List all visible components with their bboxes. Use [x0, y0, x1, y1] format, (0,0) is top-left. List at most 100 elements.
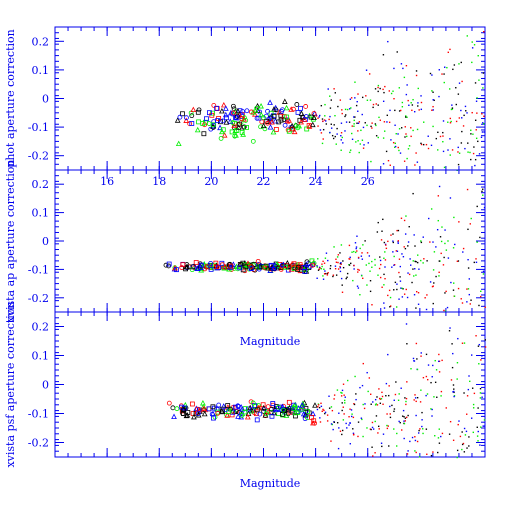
data-point — [349, 422, 351, 424]
data-point — [366, 427, 368, 429]
data-point — [460, 61, 462, 64]
data-point — [480, 295, 482, 298]
data-point — [421, 419, 423, 421]
data-point — [427, 378, 429, 381]
data-point — [479, 236, 481, 239]
data-point — [421, 411, 423, 414]
data-point — [410, 264, 412, 266]
data-point — [244, 125, 249, 130]
data-point — [362, 244, 364, 246]
data-point — [448, 433, 451, 435]
data-point — [450, 379, 453, 381]
data-point — [482, 273, 485, 275]
data-point — [477, 440, 479, 442]
data-point — [403, 293, 406, 295]
data-point — [350, 409, 353, 411]
data-point — [375, 415, 378, 417]
data-point — [442, 120, 445, 122]
data-point — [348, 121, 351, 123]
data-point — [416, 368, 419, 371]
data-point — [306, 123, 313, 129]
data-point — [352, 416, 355, 419]
y-tick-label: -0.1 — [28, 408, 49, 421]
data-point — [190, 264, 196, 270]
data-point — [463, 114, 465, 117]
data-point — [337, 261, 339, 264]
data-point — [343, 394, 345, 396]
panel-2: -0.2 -0.1 0 0.1 0.2 xvista ap aperture correc… — [4, 160, 486, 322]
data-point — [420, 389, 422, 391]
data-point — [462, 247, 465, 250]
data-point — [341, 433, 343, 436]
data-point — [437, 195, 440, 197]
data-point — [207, 110, 212, 116]
data-point — [384, 266, 386, 268]
data-point — [442, 150, 445, 153]
data-point — [379, 87, 381, 90]
data-point — [394, 109, 396, 112]
data-point — [225, 403, 231, 408]
data-point — [328, 407, 331, 409]
data-point — [435, 369, 438, 371]
data-point — [346, 276, 348, 278]
data-point — [340, 122, 343, 124]
data-point — [425, 394, 427, 397]
data-point — [367, 390, 369, 393]
data-point — [417, 105, 419, 107]
data-point — [381, 286, 383, 288]
data-point — [329, 107, 332, 109]
scatter-points — [174, 30, 485, 172]
data-point — [472, 133, 474, 135]
data-point — [469, 151, 471, 154]
data-point — [377, 221, 379, 224]
data-point — [344, 115, 346, 118]
data-point — [336, 256, 339, 258]
data-point — [325, 120, 327, 122]
data-point — [361, 258, 364, 260]
data-point — [391, 266, 393, 268]
data-point — [235, 124, 242, 130]
data-point — [321, 410, 323, 413]
y-tick-label: 0 — [42, 235, 49, 248]
data-point — [449, 48, 451, 51]
data-point — [461, 443, 464, 446]
data-point — [400, 127, 403, 129]
data-point — [449, 122, 452, 124]
data-point — [333, 394, 336, 396]
data-point — [317, 405, 319, 408]
data-point — [342, 383, 345, 385]
data-point — [378, 388, 380, 390]
data-point — [271, 265, 277, 271]
data-point — [362, 403, 364, 406]
data-point — [353, 433, 355, 436]
data-point — [189, 121, 195, 126]
data-point — [416, 290, 418, 293]
data-point — [432, 109, 434, 111]
data-point — [401, 287, 403, 290]
data-point — [431, 415, 433, 417]
data-point — [174, 406, 180, 412]
data-point — [394, 281, 397, 284]
data-point — [358, 269, 360, 271]
data-point — [319, 417, 321, 419]
data-point — [347, 379, 349, 382]
data-point — [340, 277, 343, 280]
data-point — [449, 154, 451, 156]
data-point — [468, 436, 470, 438]
data-point — [389, 416, 392, 419]
data-point — [309, 414, 314, 420]
data-point — [452, 352, 454, 355]
data-point — [333, 421, 336, 423]
data-point — [418, 268, 420, 270]
data-point — [409, 258, 411, 260]
data-point — [401, 429, 403, 431]
data-point — [460, 109, 462, 112]
data-point — [298, 110, 305, 116]
data-point — [394, 146, 396, 149]
data-point — [248, 266, 254, 271]
data-point — [481, 355, 483, 357]
data-point — [461, 130, 463, 133]
data-point — [324, 412, 326, 415]
data-point — [415, 74, 418, 77]
data-point — [451, 149, 454, 151]
